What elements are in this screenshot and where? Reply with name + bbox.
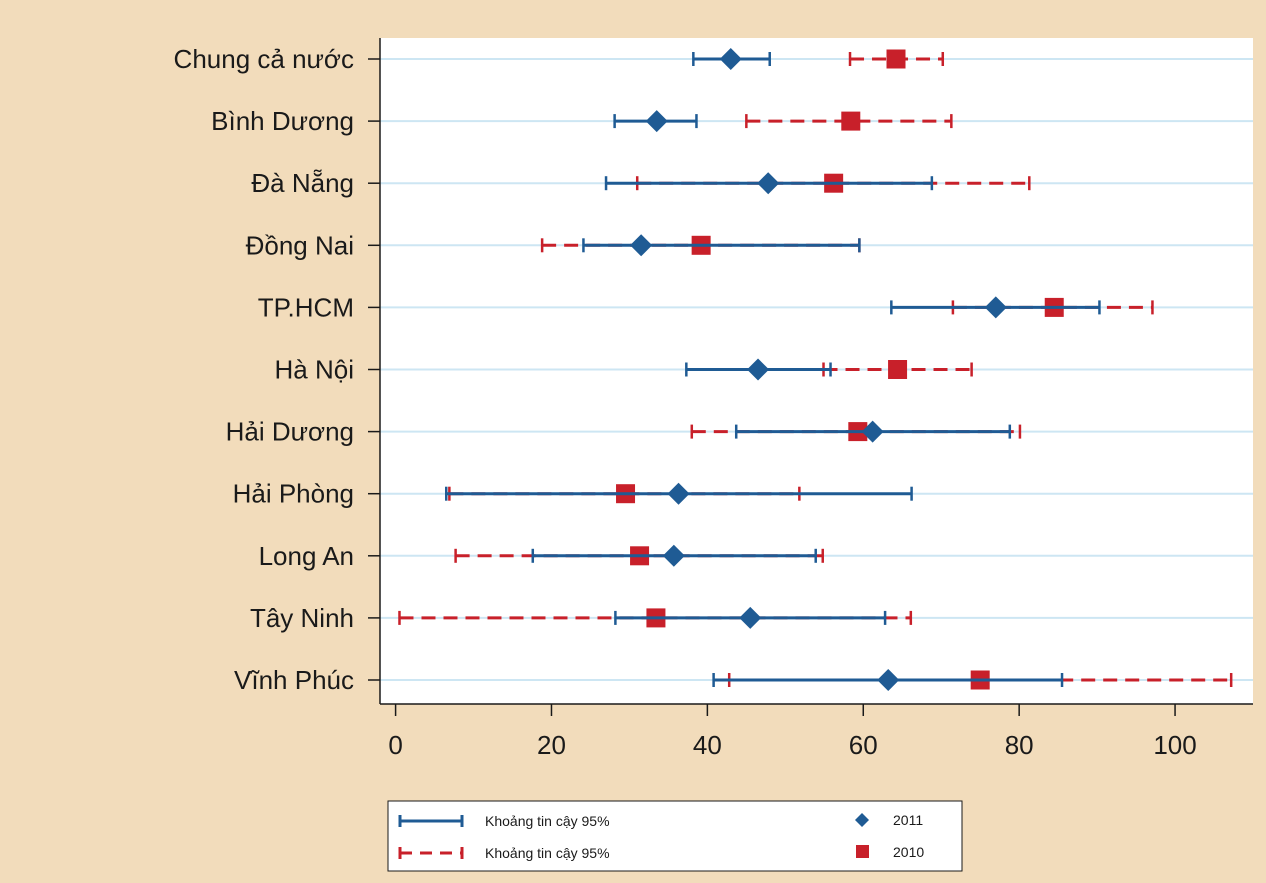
x-tick-label: 60: [849, 730, 878, 760]
point-2010: [841, 111, 861, 131]
legend-box: [387, 800, 963, 872]
point-2011: [984, 296, 1007, 319]
series-2011: [445, 48, 1101, 691]
category-axis: Chung cả nước Bình Dương Đà Nẵng Đồng Nai TP…: [174, 38, 381, 704]
category-label: Hà Nội: [275, 355, 354, 385]
legend-2010-label: 2010: [893, 844, 924, 860]
point-2010: [888, 360, 908, 379]
legend: Khoảng tin cậy 95% Khoảng tin cậy 95% 20…: [387, 800, 963, 872]
legend-ci-2011-swatch: [398, 815, 464, 827]
legend-ci-2010-swatch: [398, 847, 464, 859]
point-2011: [877, 669, 900, 691]
x-tick-label: 0: [388, 730, 402, 760]
point-2011: [630, 234, 653, 257]
x-tick-label: 100: [1153, 730, 1196, 760]
category-label: Hải Phòng: [233, 479, 354, 509]
x-axis: 0 20 40 60 80 100: [380, 703, 1253, 760]
point-2011: [757, 172, 780, 195]
point-2011: [667, 482, 690, 505]
category-label: Hải Dương: [226, 417, 354, 447]
category-label: TP.HCM: [258, 292, 354, 322]
category-label: Vĩnh Phúc: [234, 665, 354, 695]
category-label: Tây Ninh: [250, 603, 354, 633]
point-2011: [739, 606, 762, 629]
point-2011: [861, 420, 884, 443]
x-tick-label: 20: [537, 730, 566, 760]
legend-2011-label: 2011: [893, 812, 923, 828]
x-tick-label: 40: [693, 730, 722, 760]
point-2011: [747, 358, 770, 381]
point-2011: [645, 110, 668, 133]
legend-ci-2010-label: Khoảng tin cậy 95%: [485, 845, 610, 861]
category-label: Đà Nẵng: [251, 168, 354, 198]
x-tick-label: 80: [1005, 730, 1034, 760]
category-label: Đồng Nai: [246, 230, 354, 260]
point-2011: [719, 48, 742, 70]
category-label: Bình Dương: [211, 106, 354, 136]
point-2010: [886, 49, 906, 69]
legend-2011-diamond-icon: [855, 813, 869, 827]
legend-2010-square-icon: [856, 845, 869, 858]
category-label: Long An: [259, 541, 354, 571]
legend-ci-2011-label: Khoảng tin cậy 95%: [485, 813, 610, 829]
category-label: Chung cả nước: [174, 44, 354, 74]
point-2011: [662, 544, 685, 567]
